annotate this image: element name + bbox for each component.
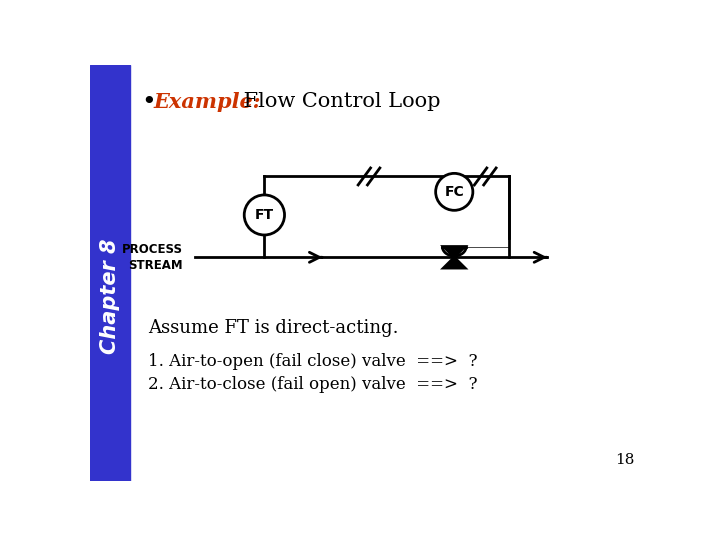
Text: Assume FT is direct-acting.: Assume FT is direct-acting. bbox=[148, 319, 399, 337]
Text: Chapter 8: Chapter 8 bbox=[100, 238, 120, 354]
Text: 1. Air-to-open (fail close) valve  ==>  ?: 1. Air-to-open (fail close) valve ==> ? bbox=[148, 353, 477, 370]
Text: 18: 18 bbox=[616, 453, 635, 467]
Bar bbox=[90, 65, 130, 481]
Text: FT: FT bbox=[255, 208, 274, 222]
Text: Example:: Example: bbox=[153, 92, 261, 112]
Circle shape bbox=[436, 173, 473, 211]
Text: •: • bbox=[141, 90, 156, 114]
Polygon shape bbox=[444, 247, 465, 257]
Text: 2. Air-to-close (fail open) valve  ==>  ?: 2. Air-to-close (fail open) valve ==> ? bbox=[148, 376, 477, 393]
Circle shape bbox=[244, 195, 284, 235]
Text: FC: FC bbox=[444, 185, 464, 199]
Text: Flow Control Loop: Flow Control Loop bbox=[238, 92, 441, 111]
Text: PROCESS
STREAM: PROCESS STREAM bbox=[122, 243, 183, 272]
Polygon shape bbox=[444, 257, 465, 268]
